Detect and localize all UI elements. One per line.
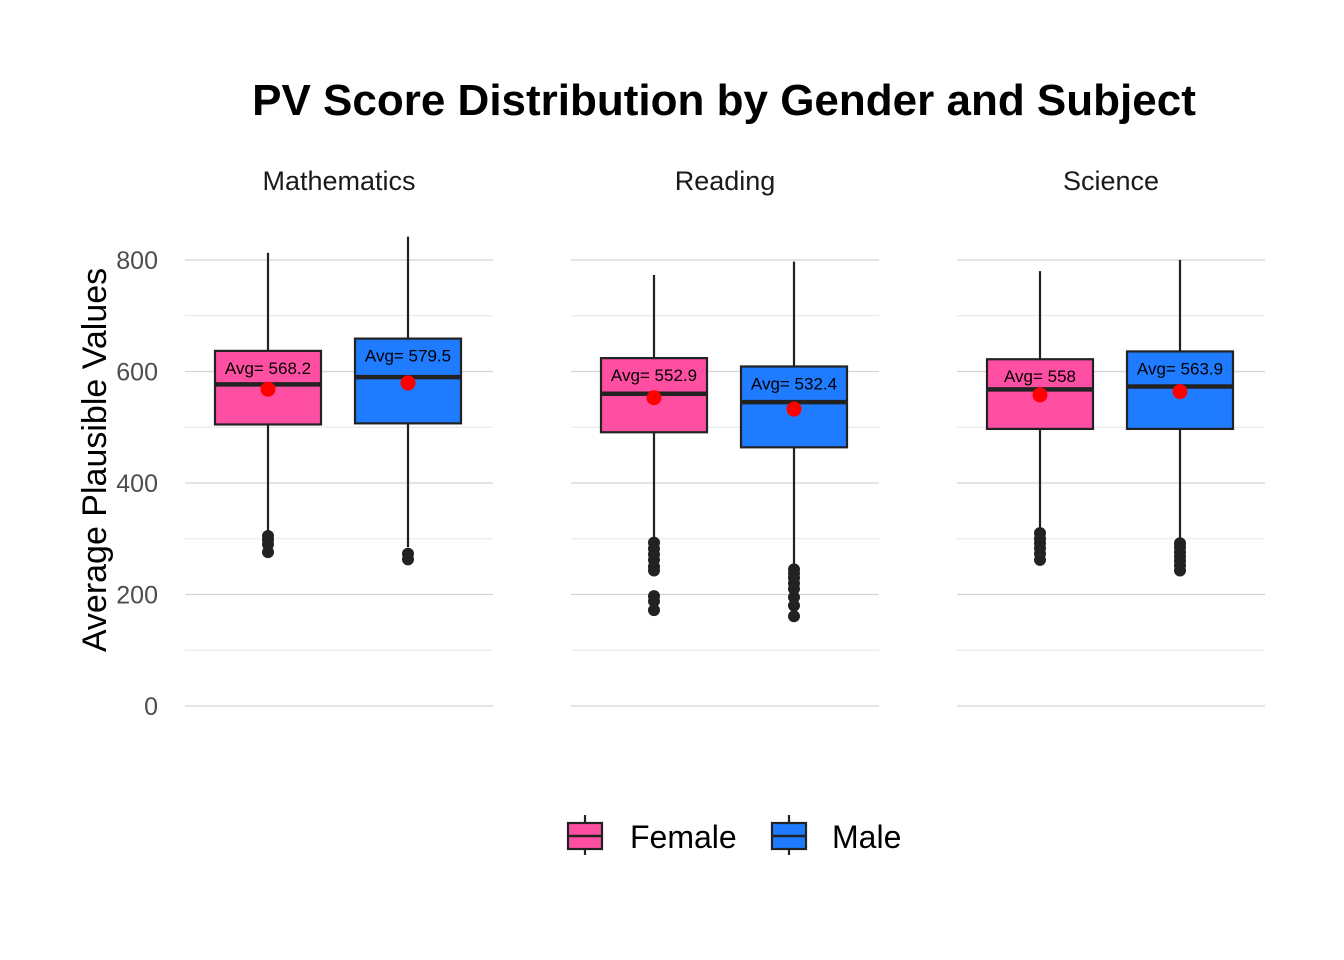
outlier-point [648, 564, 660, 577]
legend: Female Male [566, 815, 901, 855]
legend-label-male: Male [832, 819, 901, 855]
avg-label: Avg= 568.2 [225, 359, 311, 378]
facet-panel-science: Science Avg= 558 Avg= 563.9 [957, 166, 1265, 707]
avg-label: Avg= 532.4 [751, 374, 837, 393]
box-male: Avg= 532.4 [739, 261, 849, 623]
legend-label-female: Female [630, 819, 737, 855]
mean-point [646, 390, 662, 406]
y-tick-label: 400 [116, 470, 158, 498]
mean-point [1172, 384, 1188, 400]
chart-title: PV Score Distribution by Gender and Subj… [252, 76, 1196, 125]
box-female: Avg= 568.2 [213, 252, 323, 559]
outlier-point [788, 591, 800, 604]
y-tick-label: 800 [116, 247, 158, 275]
avg-label: Avg= 563.9 [1137, 359, 1223, 378]
legend-key-male: Male [770, 815, 901, 855]
y-tick-label: 200 [116, 582, 158, 610]
outlier-point [1174, 564, 1186, 577]
avg-label: Avg= 552.9 [611, 366, 697, 385]
facet-panel-reading: Reading Avg= 552.9 Avg= 532.4 [571, 166, 879, 707]
facet-panels: Mathematics Avg= 568.2 Avg= 579.5 Reading Av… [185, 166, 1265, 707]
facet-panel-mathematics: Mathematics Avg= 568.2 Avg= 579.5 [185, 166, 493, 707]
mean-point [786, 401, 802, 417]
avg-label: Avg= 558 [1004, 367, 1076, 386]
outlier-point [648, 595, 660, 608]
box-male: Avg= 563.9 [1125, 260, 1235, 577]
outlier-point [402, 553, 414, 566]
box-male: Avg= 579.5 [353, 236, 463, 566]
box-female: Avg= 552.9 [599, 275, 709, 617]
outlier-point [648, 604, 660, 617]
y-axis-ticks: 0 200 400 600 800 [116, 247, 158, 721]
facet-strip-label: Reading [675, 166, 776, 196]
facet-strip-label: Science [1063, 166, 1159, 196]
outlier-point [1034, 553, 1046, 566]
y-tick-label: 0 [144, 693, 158, 721]
y-axis-label: Average Plausible Values [76, 268, 114, 652]
outlier-point [788, 599, 800, 612]
y-tick-label: 600 [116, 359, 158, 387]
box-female: Avg= 558 [985, 271, 1095, 566]
avg-label: Avg= 579.5 [365, 347, 451, 366]
outlier-point [262, 546, 274, 559]
mean-point [400, 375, 416, 391]
legend-key-female: Female [566, 815, 737, 855]
outlier-point [788, 610, 800, 623]
outlier-point [788, 582, 800, 595]
facet-strip-label: Mathematics [262, 166, 415, 196]
mean-point [1032, 387, 1048, 403]
mean-point [260, 381, 276, 397]
